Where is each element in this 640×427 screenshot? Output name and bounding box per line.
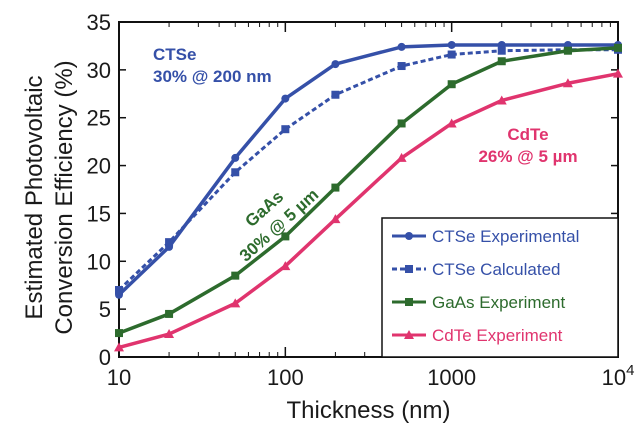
data-point-gaas-experiment [563,46,572,55]
annotation-line: CTSe [153,45,196,64]
data-point-gaas-experiment [614,43,622,52]
legend-item-ctse-calculated: CTSe Calculated [392,260,561,279]
legend-swatch-marker [405,265,413,273]
data-point-ctse-calculated [115,286,123,294]
legend-label: CTSe Experimental [432,227,579,246]
series-cdte-experiment [114,68,623,352]
data-point-cdte-experiment [396,152,407,162]
legend-label: CTSe Calculated [432,260,561,279]
x-tick-label: 10 [107,365,131,390]
data-point-ctse-experimental [331,60,340,69]
x-tick-label-exponent: 4 [626,362,634,379]
data-point-ctse-calculated [231,168,240,177]
legend-item-gaas-experiment: GaAs Experiment [392,293,565,312]
data-point-cdte-experiment [114,342,124,352]
data-point-ctse-calculated [397,62,406,71]
data-point-ctse-calculated [331,90,340,99]
data-point-cdte-experiment [496,95,507,105]
data-point-cdte-experiment [230,298,241,308]
x-tick-label: 1000 [427,365,476,390]
data-point-gaas-experiment [165,309,174,318]
data-point-cdte-experiment [330,214,341,224]
y-tick-label: 20 [87,154,111,179]
y-axis-title-line: Conversion Efficiency (%) [51,60,78,334]
data-point-gaas-experiment [397,119,406,128]
series-gaas-experiment [115,43,622,338]
y-tick-label: 30 [87,58,111,83]
data-point-cdte-experiment [613,68,623,78]
legend-label: GaAs Experiment [432,293,565,312]
x-tick-label-base: 10 [602,365,626,390]
data-point-ctse-calculated [447,50,456,59]
plot-area-frame [118,21,619,358]
data-point-ctse-calculated [497,46,506,55]
data-point-cdte-experiment [280,261,291,271]
legend-swatch-marker [405,232,413,240]
data-point-cdte-experiment [562,78,573,88]
x-axis-title: Thickness (nm) [286,397,450,424]
y-tick-label: 0 [99,345,111,370]
annotation-line: 30% @ 200 nm [153,67,272,86]
y-tick-label: 35 [87,10,111,35]
data-point-ctse-calculated [165,238,174,247]
x-tick-label: 104 [602,362,635,390]
y-axis-title-line: Estimated Photovoltaic [21,75,48,319]
series-line-ctse-experimental [117,43,618,297]
data-point-gaas-experiment [281,232,290,241]
series-line-cdte-experiment [118,71,619,350]
annotation-cdte: CdTe 26% @ 5 µm [478,125,577,166]
data-point-ctse-calculated [281,125,290,134]
y-tick-label: 10 [87,249,111,274]
annotation-ctse: CTSe 30% @ 200 nm [153,45,272,86]
data-point-cdte-experiment [446,118,457,128]
data-point-cdte-experiment [164,329,175,339]
data-point-gaas-experiment [115,329,123,338]
series-line-ctse-calculated [117,48,618,292]
legend-swatch-marker [405,298,413,306]
data-point-gaas-experiment [331,183,340,192]
data-point-ctse-experimental [397,42,406,51]
legend-item-ctse-experimental: CTSe Experimental [392,227,579,246]
data-point-gaas-experiment [231,271,240,280]
data-point-ctse-experimental [281,94,290,103]
data-point-ctse-experimental [447,40,456,49]
y-tick-label: 5 [99,297,111,322]
data-point-ctse-experimental [231,153,240,162]
legend-item-cdte-experiment: CdTe Experiment [392,326,563,345]
annotation-line: CdTe [507,125,548,144]
x-tick-label: 100 [267,365,304,390]
y-tick-label: 25 [87,106,111,131]
data-point-gaas-experiment [447,80,456,89]
data-point-gaas-experiment [497,57,506,66]
legend-swatch-marker [404,330,414,339]
series-line-gaas-experiment [118,46,619,335]
legend: CTSe Experimental CTSe Calculated GaAs Exp… [381,217,619,358]
annotation-line: 26% @ 5 µm [478,147,577,166]
y-tick-label: 15 [87,201,111,226]
legend-label: CdTe Experiment [432,326,563,345]
y-axis-title: Estimated Photovoltaic Conversion Efficie… [21,60,78,334]
